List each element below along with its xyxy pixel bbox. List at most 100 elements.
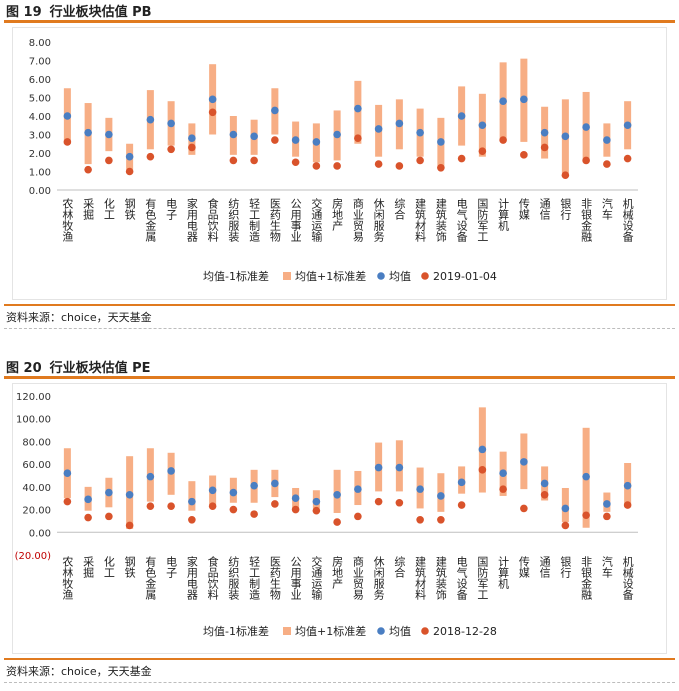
current-point <box>271 500 279 508</box>
mean-point <box>582 472 590 481</box>
current-point <box>188 143 196 152</box>
mean-point <box>374 125 383 133</box>
y-tick-label: 80.00 <box>22 437 51 448</box>
mean-point <box>229 488 238 497</box>
current-point <box>354 134 362 142</box>
current-point <box>561 521 570 530</box>
source-note: 资料来源：choice，天天基金 <box>4 660 675 683</box>
category-label: 电子 <box>165 198 178 220</box>
category-label: 农林牧渔 <box>61 197 74 243</box>
legend-label-band-high: 均值+1标准差 <box>295 269 366 283</box>
current-point <box>623 154 632 163</box>
y-tick-label: 4.00 <box>29 112 51 123</box>
mean-point <box>395 119 404 128</box>
mean-point <box>623 481 632 490</box>
mean-point <box>84 128 92 137</box>
y-tick-label: 60.00 <box>22 460 51 471</box>
category-label: 纺织服装 <box>227 197 240 243</box>
y-tick-label: 8.00 <box>29 38 51 49</box>
mean-point <box>146 115 155 124</box>
current-point <box>582 511 590 520</box>
current-point <box>125 167 134 176</box>
category-label: 有色金属 <box>144 197 157 243</box>
category-label: 国防军工 <box>476 556 489 600</box>
category-label: 机械设备 <box>621 555 634 601</box>
legend-label-band-high: 均值+1标准差 <box>295 624 366 638</box>
mean-point <box>457 112 466 120</box>
mean-point <box>271 479 279 488</box>
current-point <box>582 156 590 165</box>
mean-point <box>333 491 341 499</box>
category-label: 食品饮料 <box>206 197 219 243</box>
category-label: 交通运输 <box>310 197 323 243</box>
category-label: 家用电器 <box>185 197 198 243</box>
source-rule <box>4 304 675 306</box>
current-point <box>623 501 632 509</box>
current-point <box>63 138 72 146</box>
mean-point <box>105 488 113 497</box>
figure-label: 图 20 <box>6 360 42 376</box>
mean-point <box>250 132 258 141</box>
mean-point <box>167 119 175 128</box>
current-point <box>478 147 487 155</box>
category-label: 医药生物 <box>268 198 281 242</box>
current-point <box>354 512 362 521</box>
current-point <box>188 515 196 524</box>
mean-point <box>561 504 570 513</box>
mean-point <box>603 500 611 508</box>
current-point <box>208 108 217 117</box>
legend-label-band-low: 均值-1标准差 <box>203 624 269 638</box>
current-point <box>229 156 238 165</box>
legend-label-mean: 均值 <box>389 625 411 638</box>
mean-point <box>125 491 134 499</box>
category-label: 综合 <box>393 555 406 578</box>
category-label: 交通运输 <box>310 555 323 601</box>
category-label: 电气设备 <box>455 198 468 243</box>
category-label: 医药生物 <box>268 556 281 600</box>
y-tick-label: 40.00 <box>22 483 51 494</box>
category-label: 化工 <box>102 555 115 578</box>
current-point <box>416 156 424 165</box>
current-point <box>167 502 175 510</box>
legend-label-current: 2019-01-04 <box>433 270 497 283</box>
mean-point <box>105 130 113 139</box>
mean-point <box>271 106 279 115</box>
current-point <box>250 510 258 518</box>
category-label: 有色金属 <box>144 555 157 601</box>
figure-label: 图 19 <box>6 4 42 20</box>
current-point <box>520 504 528 513</box>
category-label: 计算机 <box>497 198 510 231</box>
category-label: 建筑装饰 <box>434 555 447 600</box>
y-tick-label: 20.00 <box>22 506 51 517</box>
current-point <box>125 521 134 530</box>
category-label: 公用事业 <box>289 556 302 600</box>
current-point <box>603 512 611 521</box>
legend-swatch-current <box>421 627 429 635</box>
category-label: 食品饮料 <box>206 555 219 601</box>
y-tick-label: 3.00 <box>29 131 51 142</box>
y-tick-label: 100.00 <box>16 415 51 426</box>
mean-point <box>125 152 134 161</box>
category-label: 建筑装饰 <box>434 197 447 242</box>
title-rule <box>4 376 675 379</box>
mean-point <box>291 136 300 144</box>
chart-area: 0.00 1.00 2.00 3.00 4.00 5.00 6.00 7.00 8.00 农林牧渔… <box>12 27 667 300</box>
current-point <box>416 515 424 524</box>
category-label: 纺织服装 <box>227 555 240 601</box>
current-point <box>457 501 466 509</box>
mean-point <box>63 112 72 120</box>
current-point <box>84 513 92 522</box>
category-label: 传媒 <box>517 198 530 221</box>
mean-point <box>416 485 424 493</box>
legend-swatch-mean <box>377 627 385 635</box>
category-label: 综合 <box>393 197 406 220</box>
mean-point <box>291 494 300 503</box>
current-point <box>146 502 155 510</box>
y-tick-label: (20.00) <box>15 551 52 562</box>
mean-point <box>499 469 507 478</box>
category-label: 商业贸易 <box>351 197 364 243</box>
category-label: 电气设备 <box>455 556 468 601</box>
current-point <box>312 162 321 170</box>
category-label: 建筑材料 <box>414 555 427 601</box>
current-point <box>146 152 155 161</box>
